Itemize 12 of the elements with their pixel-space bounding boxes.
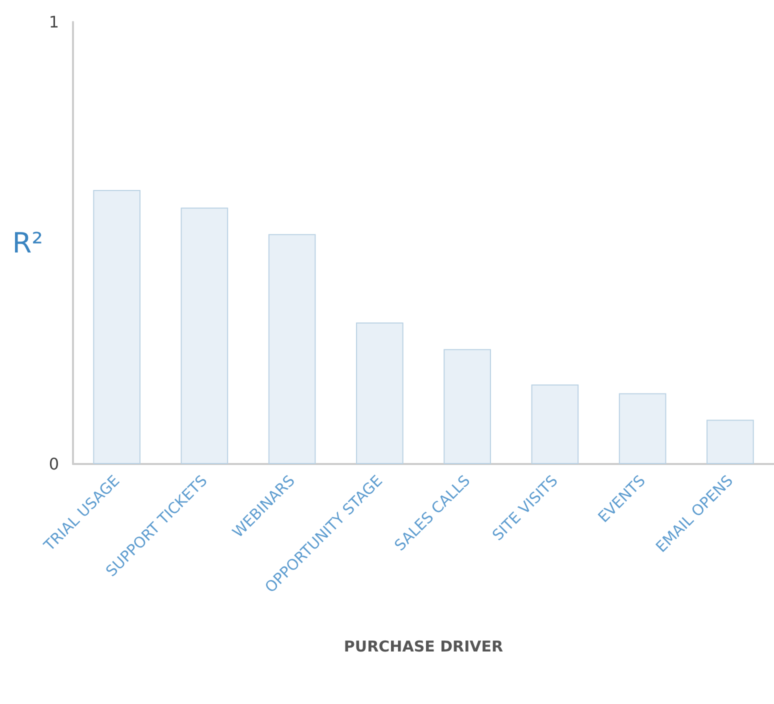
x-axis-title: PURCHASE DRIVER — [344, 638, 504, 656]
bar — [356, 322, 404, 464]
bar — [444, 349, 491, 464]
bar — [268, 234, 316, 464]
bar — [618, 393, 666, 464]
y-tick-label: 0 — [48, 454, 59, 474]
bar — [93, 190, 140, 464]
bar — [706, 420, 754, 464]
bar — [180, 208, 228, 464]
bar — [531, 384, 579, 464]
y-tick-label: 1 — [48, 12, 59, 32]
y-axis-title: R² — [12, 226, 43, 260]
